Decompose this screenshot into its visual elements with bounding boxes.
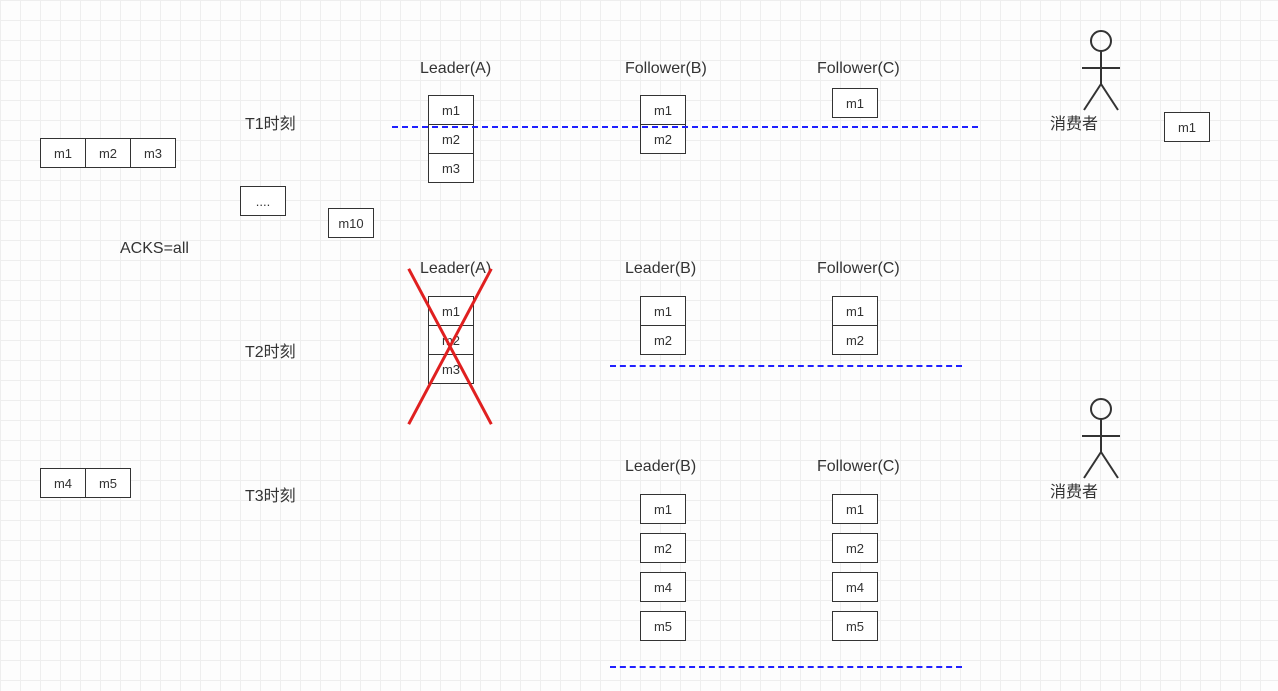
- t2-leader-b-cell-0: m1: [640, 296, 686, 326]
- hw-marker-line-2: [610, 666, 962, 668]
- acks-label: ACKS=all: [120, 240, 189, 258]
- t3-leader-b-cell-2: m4: [640, 572, 686, 602]
- t3-follower-c-cell-0: m1: [832, 494, 878, 524]
- t3-leader-b-cell-1: m2: [640, 533, 686, 563]
- t3-follower-c-cell-2: m4: [832, 572, 878, 602]
- leader-b-3-label: Leader(B): [625, 458, 696, 476]
- t1-follower-c-cell-0: m1: [832, 88, 878, 118]
- m10-cell: m10: [328, 208, 374, 238]
- producer-row1-cell-0: m1: [40, 138, 86, 168]
- time-label-t1: T1时刻: [245, 110, 296, 134]
- t1-follower-b-cell-1: m2: [640, 124, 686, 154]
- follower-c-2-label: Follower(C): [817, 260, 900, 278]
- time-label-t2: T2时刻: [245, 338, 296, 362]
- t2-follower-c-cell-1: m2: [832, 325, 878, 355]
- t3-follower-c-cell-1: m2: [832, 533, 878, 563]
- leader-b-2-label: Leader(B): [625, 260, 696, 278]
- leader-a-1-label: Leader(A): [420, 60, 491, 78]
- t2-leader-b-cell-1: m2: [640, 325, 686, 355]
- t3-follower-c-cell-3: m5: [832, 611, 878, 641]
- t1-leader-a-cell-0: m1: [428, 95, 474, 125]
- ellipsis-cell: ....: [240, 186, 286, 216]
- producer-row1-cell-2: m3: [130, 138, 176, 168]
- t1-leader-a-cell-1: m2: [428, 124, 474, 154]
- consumer-1-label: 消费者: [1050, 110, 1098, 134]
- producer-row1-cell-1: m2: [85, 138, 131, 168]
- producer-row2-cell-1: m5: [85, 468, 131, 498]
- t1-leader-a-cell-2: m3: [428, 153, 474, 183]
- consumer1-msg-cell: m1: [1164, 112, 1210, 142]
- follower-b-1-label: Follower(B): [625, 60, 707, 78]
- consumer-2-label: 消费者: [1050, 478, 1098, 502]
- hw-marker-line-1: [610, 365, 962, 367]
- time-label-t3: T3时刻: [245, 482, 296, 506]
- t3-leader-b-cell-0: m1: [640, 494, 686, 524]
- producer-row2-cell-0: m4: [40, 468, 86, 498]
- t2-follower-c-cell-0: m1: [832, 296, 878, 326]
- follower-c-1-label: Follower(C): [817, 60, 900, 78]
- t3-leader-b-cell-3: m5: [640, 611, 686, 641]
- consumer-1-icon: [1078, 30, 1124, 112]
- t1-follower-b-cell-0: m1: [640, 95, 686, 125]
- leader-a-2-label: Leader(A): [420, 260, 491, 278]
- hw-marker-line-0: [392, 126, 978, 128]
- consumer-2-icon: [1078, 398, 1124, 480]
- follower-c-3-label: Follower(C): [817, 458, 900, 476]
